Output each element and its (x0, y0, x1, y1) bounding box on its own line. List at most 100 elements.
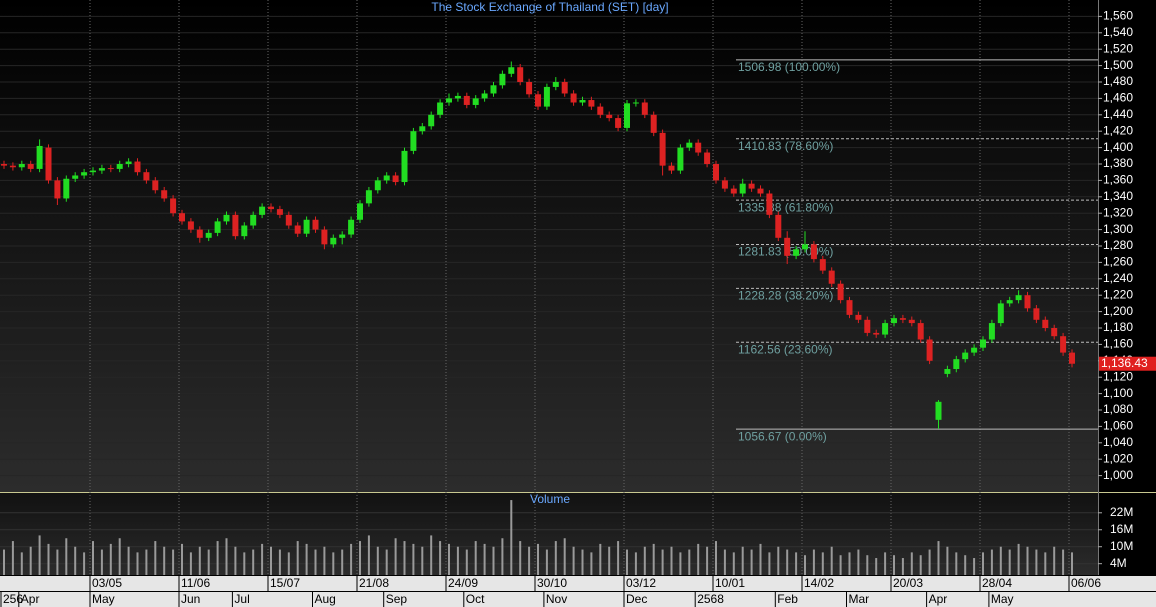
candle-body (161, 190, 168, 199)
candle-body (330, 237, 337, 245)
x-tick-label-2: Oct (466, 592, 485, 606)
volume-bar (1008, 549, 1011, 575)
volume-bar (118, 538, 121, 575)
volume-bar (519, 541, 522, 575)
volume-bar (287, 552, 290, 575)
candle-body (1015, 295, 1022, 301)
volume-bar (145, 549, 148, 575)
candle-body (819, 259, 826, 271)
x-tick-label-2: May (991, 592, 1014, 606)
x-tick-label-2: 256 (3, 592, 23, 606)
volume-bar (29, 546, 32, 575)
volume-bar (928, 549, 931, 575)
volume-bar (955, 552, 958, 575)
volume-bar (537, 543, 539, 575)
y-tick-label: 1,400 (1103, 140, 1133, 154)
volume-bar (172, 549, 175, 575)
candle-body (668, 165, 675, 171)
candle-body (588, 100, 595, 107)
candle-body (615, 118, 622, 128)
volume-bar (474, 541, 477, 575)
y-tick-label: 1,540 (1103, 25, 1133, 39)
candle-body (935, 401, 942, 420)
volume-bar (1044, 552, 1047, 575)
candle-body (988, 323, 995, 340)
volume-bar (403, 541, 406, 575)
volume-bar (1035, 549, 1038, 575)
candle-body (187, 221, 194, 230)
volume-bar (982, 552, 984, 575)
candle-body (392, 175, 399, 183)
volume-bar (866, 555, 869, 575)
volume-bar (465, 549, 468, 575)
candle-body (1024, 295, 1031, 309)
y-tick-label: 1,280 (1103, 238, 1133, 252)
volume-bar (252, 549, 255, 575)
candle-body (18, 164, 25, 168)
candle-body (152, 180, 159, 191)
candle-body (570, 93, 577, 103)
volume-bar (830, 546, 833, 575)
candle-body (561, 82, 568, 94)
volume-bar (670, 546, 673, 575)
volume-bar (608, 546, 611, 575)
candle-body (882, 323, 889, 335)
x-tick-label: 15/07 (270, 576, 300, 590)
volume-bar (804, 555, 806, 575)
candle-body (686, 142, 693, 148)
volume-bar (207, 549, 210, 575)
fib-label: 1056.67 (0.00%) (738, 429, 827, 443)
volume-bar (661, 549, 664, 575)
candle-body (917, 323, 924, 340)
x-tick-label-2: Feb (777, 592, 798, 606)
volume-bar (510, 500, 513, 575)
candle-body (232, 214, 239, 237)
volume-bar (1071, 552, 1073, 575)
volume-bar (296, 541, 299, 575)
candle-body (793, 249, 800, 256)
candle-body (98, 168, 105, 171)
candle-body (624, 103, 630, 128)
x-tick-label-2: Sep (386, 592, 408, 606)
candle-body (552, 82, 559, 87)
candle-body (312, 219, 319, 230)
candle-body (259, 206, 266, 215)
candle-body (1060, 336, 1067, 353)
candle-body (134, 161, 141, 173)
candle-body (419, 126, 426, 132)
candle-body (36, 145, 43, 169)
volume-bar (919, 555, 922, 575)
candle-body (45, 147, 52, 181)
y-tick-label: 1,020 (1103, 451, 1133, 465)
y-tick-label: 1,380 (1103, 156, 1133, 170)
candle-body (748, 183, 755, 189)
candle-body (757, 188, 764, 194)
volume-bar (1026, 546, 1029, 575)
y-tick-label: 1,200 (1103, 304, 1133, 318)
volume-bar (11, 541, 14, 575)
candle-body (268, 206, 274, 210)
y-tick-label: 1,360 (1103, 173, 1133, 187)
volume-bar (189, 552, 192, 575)
volume-bar (394, 538, 397, 575)
last-price-label: 1,136.43 (1101, 356, 1148, 370)
volume-bar (483, 543, 486, 575)
candle-body (205, 232, 212, 238)
volume-bar (750, 549, 753, 575)
candle-body (1, 164, 7, 166)
candle-body (944, 369, 951, 374)
candle-body (357, 203, 363, 220)
candle-body (775, 214, 782, 238)
candle-body (606, 114, 613, 119)
candle-body (250, 214, 257, 226)
candle-body (802, 244, 808, 250)
volume-bar (56, 549, 59, 575)
candle-body (535, 94, 541, 107)
candle-body (1006, 300, 1013, 304)
volume-bar (723, 549, 726, 575)
candle-body (90, 170, 96, 173)
volume-bar (3, 549, 5, 575)
candle-body (739, 183, 746, 194)
candle-body (472, 98, 479, 105)
candle-body (294, 225, 301, 234)
